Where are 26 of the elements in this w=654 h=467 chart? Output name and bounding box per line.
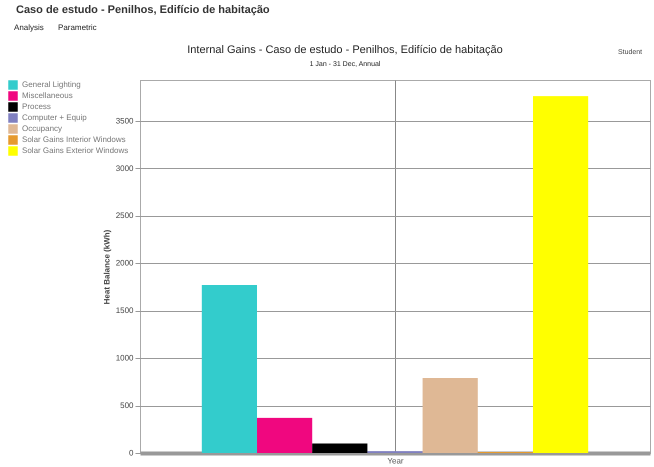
legend-label: Solar Gains Interior Windows xyxy=(22,135,126,144)
legend-label: General Lighting xyxy=(22,80,81,89)
y-tick-label: 3500 xyxy=(116,116,134,126)
legend-label: Miscellaneous xyxy=(22,91,73,100)
bar xyxy=(202,285,258,453)
bar xyxy=(422,378,478,453)
text: Analysis xyxy=(14,23,44,32)
text: Caso de estudo - Penilhos, Edifício de habitação xyxy=(16,4,270,16)
bar xyxy=(532,96,588,453)
legend-label: Solar Gains Exterior Windows xyxy=(22,146,128,155)
legend-label: Occupancy xyxy=(22,124,62,133)
chart-title: Internal Gains - Caso de estudo - Penilhos, Edifício de habitação xyxy=(187,44,503,56)
y-tick-label: 1500 xyxy=(116,306,134,316)
bar xyxy=(312,444,368,453)
legend-label: Process xyxy=(22,102,51,111)
y-tick-label: 3000 xyxy=(116,164,134,173)
x-axis-title: Year xyxy=(387,456,404,466)
y-tick-label: 2500 xyxy=(116,211,134,220)
y-tick-label: 500 xyxy=(120,401,134,410)
y-axis-title: Heat Balance (kWh) xyxy=(102,229,112,304)
y-tick-label: 0 xyxy=(129,448,134,458)
y-tick-label: 1000 xyxy=(116,354,134,363)
y-tick-label: 2000 xyxy=(116,258,134,268)
legend-label: Computer + Equip xyxy=(22,113,88,122)
bar xyxy=(257,418,312,453)
text: Parametric xyxy=(58,23,97,32)
